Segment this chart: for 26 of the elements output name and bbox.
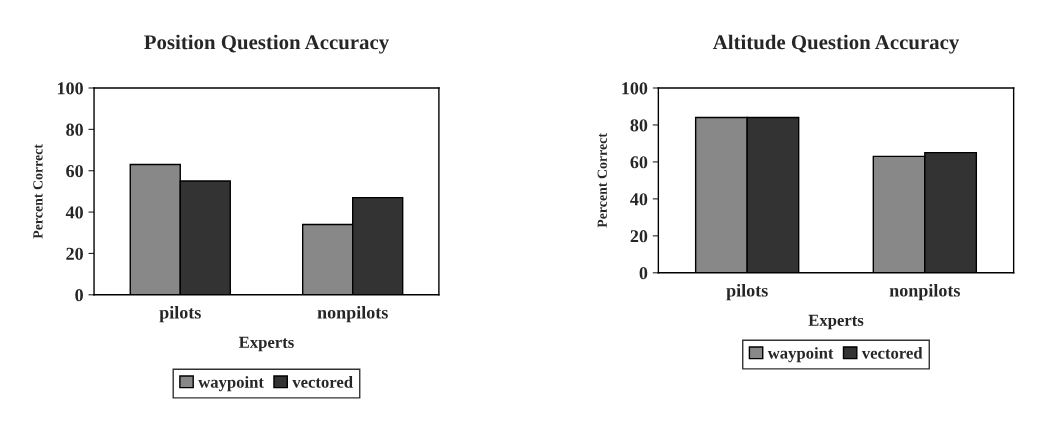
y-tick-label: 60 [630,156,648,169]
y-tick-label: 100 [622,82,648,95]
chart-title: Altitude Question Accuracy [712,34,960,54]
x-axis-title: Experts [238,336,294,352]
y-tick-label: 60 [66,164,83,178]
y-tick-label: 80 [630,119,648,132]
y-axis-title: Percent Correct [33,144,43,239]
y-tick-label: 40 [630,193,648,206]
chart-title: Position Question Accuracy [144,34,389,54]
y-tick-label: 0 [639,267,648,280]
legend-label: vectored [861,347,923,359]
x-tick-label: pilots [159,305,201,323]
y-axis-title: Percent Correct [597,133,607,228]
y-tick-label: 0 [75,289,83,302]
y-tick-label: 20 [66,247,83,260]
y-tick-label: 80 [66,123,83,136]
legend-label: waypoint [767,347,834,363]
legend-label: vectored [292,376,353,388]
y-tick-label: 100 [58,82,83,95]
x-tick-label: nonpilots [317,305,388,323]
legend-label: waypoint [198,376,264,392]
x-axis-title: Experts [808,314,864,330]
x-tick-label: nonpilots [889,283,961,301]
y-tick-label: 20 [630,230,648,243]
x-tick-label: pilots [726,283,768,301]
y-tick-label: 40 [65,206,83,219]
